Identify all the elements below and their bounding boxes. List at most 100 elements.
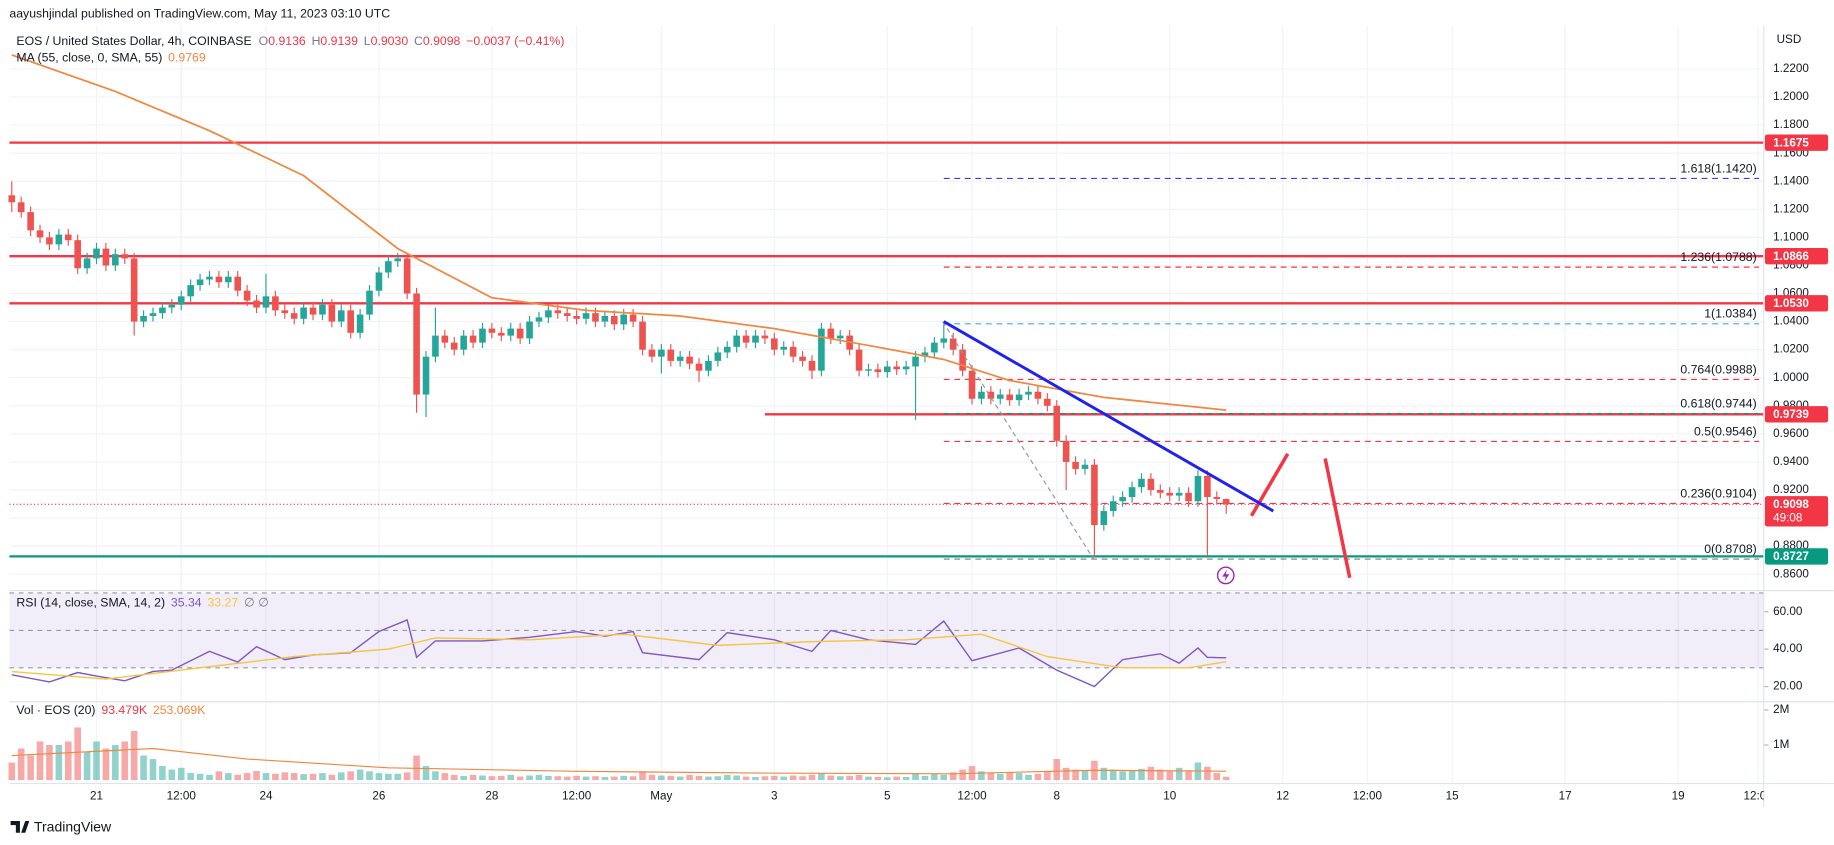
candle-body [328,304,336,322]
candle-body [1185,492,1192,502]
price-marker [1764,134,1829,151]
volume-bar [300,774,307,781]
x-tick-label: 21 [90,790,103,803]
volume-bar [159,766,166,781]
candle-body [714,352,722,361]
volume-bar [337,772,345,781]
volume-bar [1100,767,1108,781]
fib-anchor-line [942,321,1095,560]
candle-body [498,332,505,336]
volume-bar [36,741,44,781]
volume-label: Vol · EOS (20) [16,703,95,717]
candle-body [1072,461,1079,469]
candle-body [1213,497,1221,499]
volume-bar [46,745,53,781]
x-tick-label: 26 [372,790,385,803]
x-tick-label: 8 [1053,790,1060,803]
y-tick-label: 0.8600 [1773,567,1809,580]
candle-body [658,349,665,357]
volume-bar [808,774,816,781]
volume-bar [319,773,326,781]
candle-body [931,342,938,353]
volume-bar [761,776,769,781]
volume-bar [1109,769,1117,781]
candle-body [17,202,25,213]
candle-body [865,369,872,371]
candle-body [752,335,759,343]
price-marker [1764,548,1829,565]
candle-body [27,212,34,231]
volume-bar [1081,770,1089,781]
last-price-marker [1764,496,1829,527]
x-tick-label: 3 [771,790,778,803]
volume-bar [1034,773,1042,781]
countdown-label: 49:08 [1773,511,1802,524]
candle-body [64,234,72,241]
volume-bar [1138,768,1145,781]
candle-body [949,338,957,350]
price-marker-label: 1.1675 [1773,136,1809,149]
volume-bar [225,773,232,781]
ma-value: 0.9769 [168,51,206,65]
volume-bar [290,773,298,781]
rsi-value: 35.34 [171,596,202,610]
volume-bar [394,773,402,781]
candle-body [761,335,769,339]
candle-body [912,356,919,367]
symbol-legend: EOS / United States Dollar, 4h, COINBASE… [16,34,564,48]
candle-body [121,254,129,259]
candle-body [281,310,289,314]
ohlc-value: 0.9139 [320,34,358,48]
candle-body [799,356,806,361]
candle-body [1194,475,1202,502]
ohlc-value: 0.9136 [268,34,306,48]
volume-bar [752,776,759,781]
candle-body [921,352,929,357]
volume-bar [1062,767,1070,781]
candle-body [102,248,110,266]
volume-bar [479,775,486,781]
event-icon[interactable] [1216,566,1235,585]
volume-bar [140,755,147,781]
volume-bar [742,776,750,781]
volume-bar [206,774,213,781]
volume-bar [516,776,524,781]
candle-body [818,328,825,371]
candle-body [272,296,279,311]
volume-bar [535,774,543,781]
rsi-tick-label: 60.00 [1773,605,1803,618]
volume-bar [1222,776,1230,781]
candle-body [1034,391,1042,399]
brand-logo [10,821,30,833]
candle-body [225,276,232,283]
candle-body [366,290,373,315]
volume-bar [940,774,948,781]
ohlc-key: H [312,34,321,48]
candle-body [940,338,948,343]
symbol: EOS / United States Dollar, 4h, COINBASE [16,34,251,48]
trendline [943,320,1275,513]
price-marker [1764,295,1829,312]
volume-bar [554,776,562,781]
volume-bar [121,741,129,781]
grid [9,25,1764,784]
volume-bar [610,776,618,781]
volume-bar [17,748,25,781]
candle-body [855,349,863,371]
candle-body [648,349,656,357]
volume-bar [422,766,430,781]
volume-bar [874,776,882,781]
volume-bar [262,773,270,781]
ma-legend: MA (55, close, 0, SMA, 55) 0.9769 [16,51,205,65]
ohlc-value: 0.9030 [371,34,409,48]
volume-bar [55,745,63,781]
candle-body [262,296,270,308]
x-tick-label: 19 [1672,790,1685,803]
candle-body [234,276,242,291]
volume-bar [582,776,590,781]
volume-bar [356,769,364,781]
volume-tick-label: 2M [1773,703,1789,716]
volume-bar [64,741,72,781]
fib-label: 0.5(0.9546) [1694,424,1757,438]
rsi-tick-label: 40.00 [1773,642,1803,655]
